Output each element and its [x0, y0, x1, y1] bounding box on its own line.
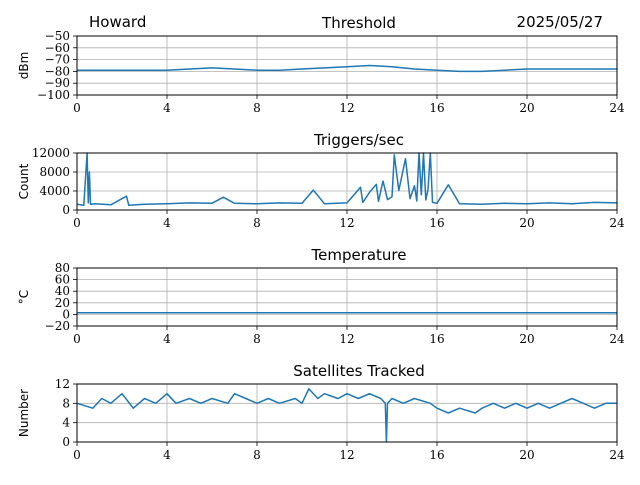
threshold-y-tick-label: −50 — [45, 29, 70, 43]
satellites-x-tick-label: 16 — [429, 448, 444, 462]
threshold-x-tick-label: 16 — [429, 101, 444, 115]
date-label: 2025/05/27 — [517, 13, 603, 31]
triggers-panel: 0 4 8 12 16 20 24 0 4000 8000 12000 Triggers/sec Cou… — [17, 131, 625, 230]
triggers-y-tick-label: 0 — [62, 203, 70, 217]
threshold-x-tick-label: 8 — [253, 101, 261, 115]
threshold-x-tick-label: 12 — [339, 101, 354, 115]
temperature-x-tick-label: 4 — [163, 332, 171, 346]
threshold-x-tick-label: 0 — [73, 101, 81, 115]
satellites-y-tick-label: 0 — [62, 435, 70, 449]
satellites-x-tick-label: 20 — [519, 448, 534, 462]
threshold-panel: 0 4 8 12 16 20 24 −100−90−80−70−60−50 Threshold d… — [17, 14, 625, 115]
threshold-title: Threshold — [321, 14, 396, 32]
temperature-x-tick-label: 24 — [609, 332, 625, 346]
satellites-series-line — [76, 388, 617, 443]
threshold-y-axis-label: dBm — [17, 52, 31, 80]
temperature-x-tick-label: 8 — [253, 332, 261, 346]
satellites-x-tick-label: 24 — [609, 448, 625, 462]
triggers-x-tick-label: 16 — [429, 216, 444, 230]
satellites-y-tick-label: 8 — [62, 396, 70, 410]
triggers-x-tick-label: 8 — [253, 216, 261, 230]
satellites-panel: 0 4 8 12 16 20 24 0 4 8 12 Satellites Tracked Number — [17, 362, 625, 462]
triggers-x-tick-label: 4 — [163, 216, 171, 230]
triggers-x-tick-label: 20 — [519, 216, 534, 230]
satellites-y-tick-label: 4 — [62, 416, 70, 430]
temperature-y-tick-label: −20 — [45, 319, 70, 333]
temperature-y-tick-label: 40 — [55, 284, 70, 298]
triggers-title: Triggers/sec — [313, 131, 404, 149]
triggers-series-line — [76, 152, 618, 207]
temperature-x-tick-label: 12 — [339, 332, 354, 346]
triggers-x-tick-label: 12 — [339, 216, 354, 230]
threshold-y-tick-label: −70 — [45, 53, 70, 67]
satellites-x-tick-label: 0 — [73, 448, 81, 462]
threshold-y-tick-label: −60 — [45, 41, 70, 55]
threshold-x-tick-label: 4 — [163, 101, 171, 115]
triggers-y-tick-label: 8000 — [39, 165, 70, 179]
temperature-title: Temperature — [310, 246, 406, 264]
station-label: Howard — [89, 13, 146, 31]
temperature-y-tick-label: 80 — [55, 261, 70, 275]
triggers-y-tick-label: 4000 — [39, 184, 70, 198]
temperature-x-tick-label: 16 — [429, 332, 444, 346]
temperature-x-tick-label: 20 — [519, 332, 534, 346]
satellites-y-tick-label: 12 — [55, 377, 70, 391]
threshold-y-tick-label: −100 — [37, 88, 70, 102]
triggers-x-tick-label: 24 — [609, 216, 625, 230]
temperature-y-tick-label: 60 — [55, 273, 70, 287]
temperature-y-axis-label: °C — [17, 290, 31, 304]
temperature-y-tick-label: 0 — [62, 307, 70, 321]
temperature-y-tick-label: 20 — [55, 296, 70, 310]
satellites-x-tick-label: 8 — [253, 448, 261, 462]
triggers-y-tick-label: 12000 — [32, 146, 70, 160]
threshold-x-tick-label: 24 — [609, 101, 625, 115]
triggers-y-axis-label: Count — [17, 163, 31, 199]
satellites-title: Satellites Tracked — [293, 362, 424, 380]
triggers-x-tick-label: 0 — [73, 216, 81, 230]
temperature-x-tick-label: 0 — [73, 332, 81, 346]
threshold-x-tick-label: 20 — [519, 101, 534, 115]
threshold-series-line — [77, 64, 617, 73]
satellites-x-tick-label: 12 — [339, 448, 354, 462]
satellites-y-axis-label: Number — [17, 389, 31, 437]
threshold-y-tick-label: −80 — [45, 64, 70, 78]
satellites-x-tick-label: 4 — [163, 448, 171, 462]
threshold-y-tick-label: −90 — [45, 76, 70, 90]
